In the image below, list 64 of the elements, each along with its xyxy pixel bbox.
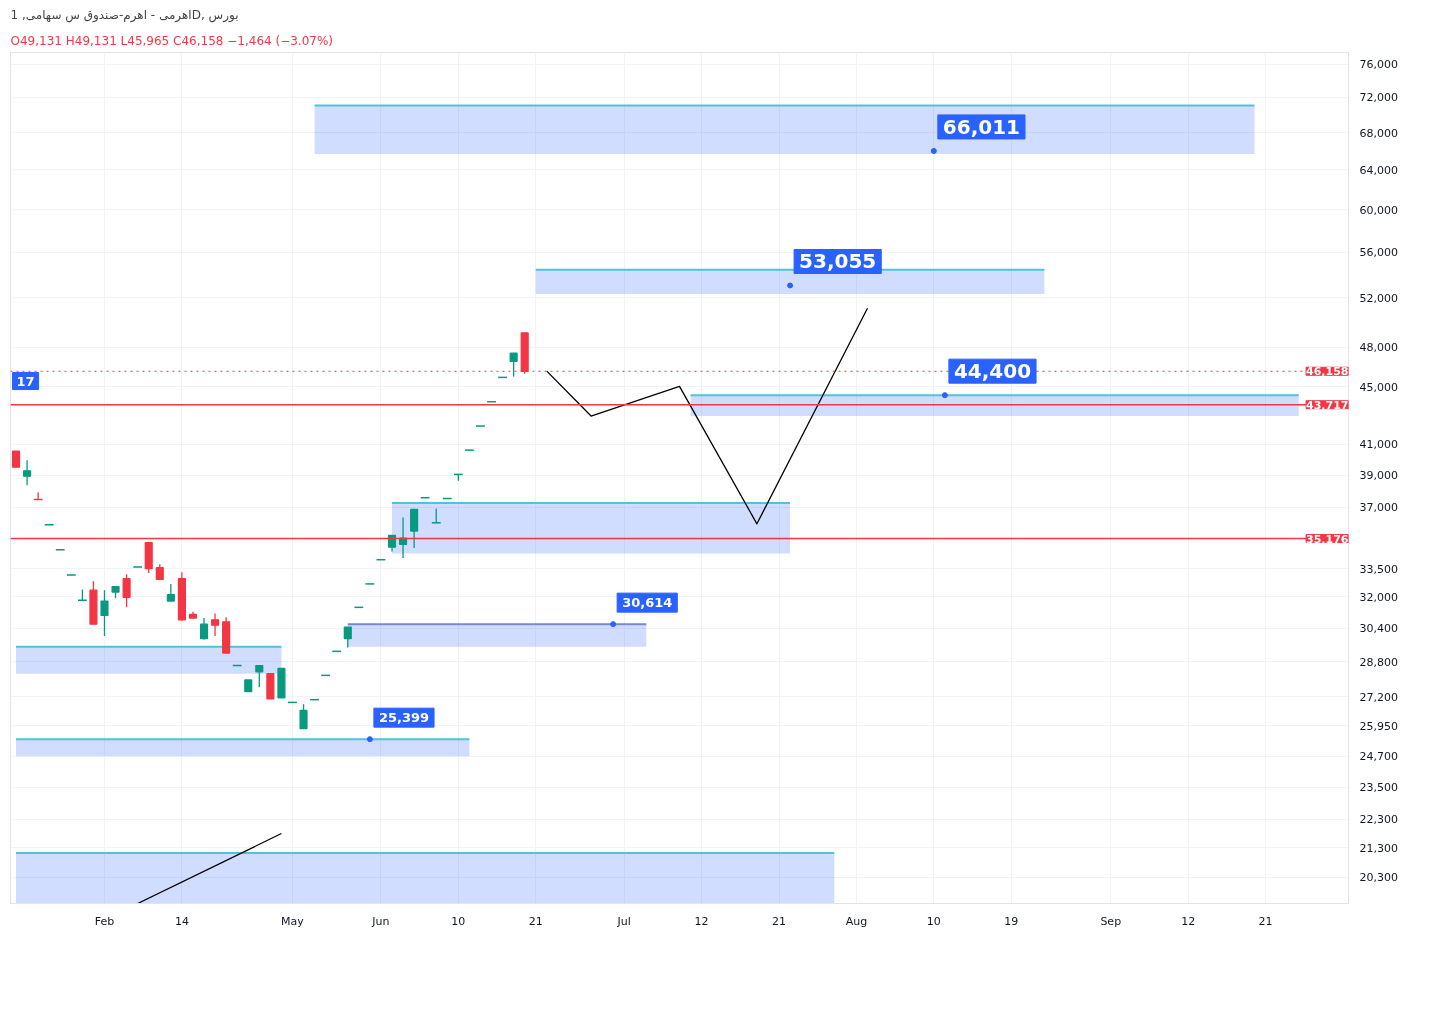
y-tick-label: 30,400 xyxy=(1359,622,1398,636)
x-tick-label: 19 xyxy=(1004,914,1019,928)
x-tick-label: Feb xyxy=(94,914,115,928)
candlestick xyxy=(100,589,109,637)
y-tick-label: 56,000 xyxy=(1359,246,1398,260)
candlestick xyxy=(343,626,352,649)
ref-line-label: 43,717 xyxy=(1306,398,1349,412)
y-tick-label: 23,500 xyxy=(1359,781,1398,795)
line-series xyxy=(546,307,869,525)
candlestick xyxy=(255,664,264,688)
x-tick-label: Jul xyxy=(616,914,631,928)
data-label: 25,399 xyxy=(378,710,430,726)
y-tick-label: 22,300 xyxy=(1359,813,1398,827)
y-tick-label: 48,000 xyxy=(1359,341,1398,355)
y-tick-label: 37,000 xyxy=(1359,501,1398,515)
x-tick-label: 21 xyxy=(1258,914,1273,928)
y-tick-label: 20,300 xyxy=(1359,871,1398,885)
x-tick-label: 14 xyxy=(174,914,189,928)
y-tick-label: 28,800 xyxy=(1359,655,1398,669)
data-label: 30,614 xyxy=(622,595,673,611)
x-tick-label: 12 xyxy=(694,914,709,928)
y-tick-label: 45,000 xyxy=(1359,380,1398,394)
x-tick-label: Jun xyxy=(371,914,390,928)
y-tick-label: 60,000 xyxy=(1359,203,1398,217)
y-tick-label: 25,950 xyxy=(1359,719,1398,733)
candlestick xyxy=(410,508,419,549)
candlestick xyxy=(210,612,220,637)
x-tick-label: 12 xyxy=(1181,914,1196,928)
y-tick-label: 72,000 xyxy=(1359,91,1398,105)
y-tick-label: 33,500 xyxy=(1359,562,1398,576)
ref-line-label: 46,158 xyxy=(1306,365,1349,379)
y-tick-label: 21,300 xyxy=(1359,841,1398,855)
x-tick-label: 10 xyxy=(926,914,941,928)
y-tick-label: 68,000 xyxy=(1359,126,1398,140)
annotation: 17 xyxy=(16,373,35,389)
x-tick-label: Sep xyxy=(1100,914,1122,928)
x-tick-label: 21 xyxy=(772,914,787,928)
candlestick xyxy=(122,573,131,608)
point xyxy=(610,621,617,628)
y-tick-label: 39,000 xyxy=(1359,469,1398,483)
point xyxy=(930,147,937,154)
data-label: 66,011 xyxy=(942,114,1021,139)
point xyxy=(366,736,373,743)
data-label: 53,055 xyxy=(799,249,877,274)
x-tick-label: Aug xyxy=(845,914,868,928)
data-label: 44,400 xyxy=(953,359,1032,384)
point xyxy=(787,282,794,289)
chart-title: اهرمی - اهرم-صندوق س سهامی, 1D, بورس xyxy=(10,7,239,23)
y-tick-label: 52,000 xyxy=(1359,291,1398,305)
y-tick-label: 32,000 xyxy=(1359,590,1398,604)
ref-line-label: 35,176 xyxy=(1306,532,1349,546)
candlestick xyxy=(509,352,518,378)
y-tick-label: 76,000 xyxy=(1359,58,1398,72)
y-tick-label: 64,000 xyxy=(1359,163,1398,177)
x-tick-label: 21 xyxy=(528,914,543,928)
x-tick-label: 10 xyxy=(451,914,466,928)
chart-subtitle: O49,131 H49,131 L45,965 C46,158 −1,464 (−3.07%) xyxy=(10,33,334,48)
x-tick-label: May xyxy=(281,914,305,928)
y-tick-label: 27,200 xyxy=(1359,690,1398,704)
point xyxy=(941,392,948,399)
candlestick xyxy=(23,459,32,486)
candlestick xyxy=(299,703,308,730)
y-tick-label: 41,000 xyxy=(1359,438,1398,452)
y-tick-label: 24,700 xyxy=(1359,750,1398,764)
